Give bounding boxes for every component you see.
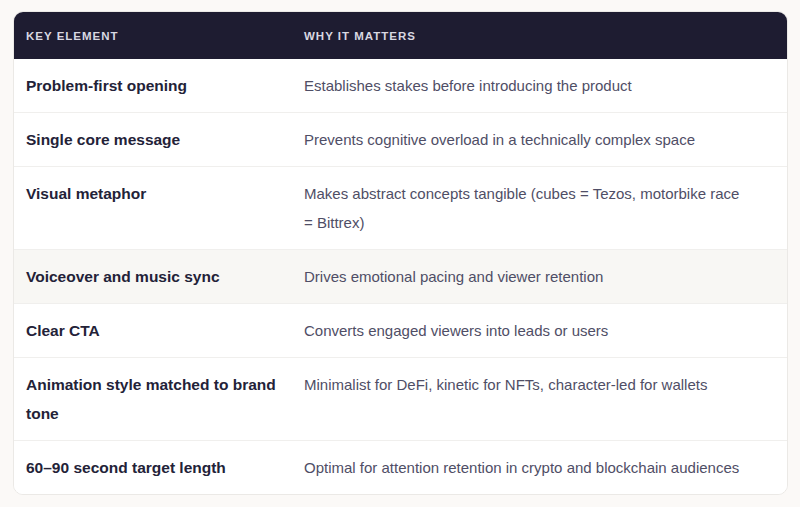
cell-key-element: Single core message	[14, 113, 292, 166]
table-row: Clear CTA Converts engaged viewers into …	[14, 303, 787, 357]
cell-key-element: Problem-first opening	[14, 59, 292, 112]
cell-why-it-matters: Converts engaged viewers into leads or u…	[292, 304, 787, 357]
cell-key-element: Visual metaphor	[14, 167, 292, 249]
column-header-key-element: KEY ELEMENT	[14, 30, 292, 42]
key-elements-table: KEY ELEMENT WHY IT MATTERS Problem-first…	[13, 11, 788, 495]
cell-key-element: Animation style matched to brand tone	[14, 358, 292, 440]
cell-why-it-matters: Optimal for attention retention in crypt…	[292, 441, 787, 494]
table-row: Animation style matched to brand tone Mi…	[14, 357, 787, 440]
table-row: Single core message Prevents cognitive o…	[14, 112, 787, 166]
table-header-row: KEY ELEMENT WHY IT MATTERS	[14, 12, 787, 59]
table-row: Visual metaphor Makes abstract concepts …	[14, 166, 787, 249]
table-row: 60–90 second target length Optimal for a…	[14, 440, 787, 494]
table-row: Problem-first opening Establishes stakes…	[14, 59, 787, 112]
cell-key-element: Voiceover and music sync	[14, 250, 292, 303]
cell-why-it-matters: Establishes stakes before introducing th…	[292, 59, 787, 112]
cell-why-it-matters: Drives emotional pacing and viewer reten…	[292, 250, 787, 303]
cell-why-it-matters: Minimalist for DeFi, kinetic for NFTs, c…	[292, 358, 787, 440]
cell-why-it-matters: Prevents cognitive overload in a technic…	[292, 113, 787, 166]
cell-why-it-matters: Makes abstract concepts tangible (cubes …	[292, 167, 787, 249]
cell-key-element: 60–90 second target length	[14, 441, 292, 494]
table-row: Voiceover and music sync Drives emotiona…	[14, 249, 787, 303]
cell-key-element: Clear CTA	[14, 304, 292, 357]
column-header-why-it-matters: WHY IT MATTERS	[292, 30, 787, 42]
